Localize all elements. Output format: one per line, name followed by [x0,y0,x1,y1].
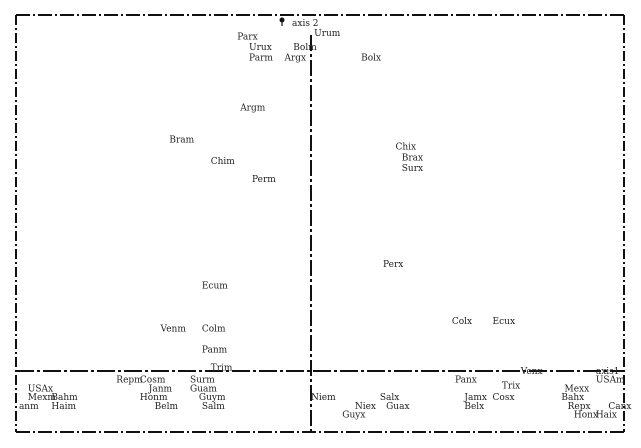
point-label: Colx [452,317,472,327]
point-label: Cosm [140,376,166,386]
point-label: Cosx [493,393,515,403]
point-label: Mexm [28,393,57,403]
point-label: Colm [202,324,226,334]
point-label: USAm [596,376,625,386]
point-label: Trim [211,363,233,373]
point-label: Perx [383,260,403,270]
point-label: Salx [380,393,400,403]
point-label: Urum [314,29,341,39]
point-label: Parx [237,32,257,42]
point-label: Repx [568,402,591,412]
point-label: Haix [596,411,617,421]
point-label: Mexx [565,384,590,394]
point-label: Surm [190,376,215,386]
point-label: Niem [311,393,336,403]
point-label: Venx [520,367,543,377]
point-label: Chix [396,143,417,153]
point-label: Panx [455,376,477,386]
point-label: Repm [116,376,143,386]
point-label: Bahx [561,393,584,403]
point-label: Belx [464,402,484,412]
point-label: Ecum [202,282,228,292]
point-label: Bahm [51,393,78,403]
point-label: Panm [202,346,228,356]
point-label: Janm [148,384,173,394]
point-label: Guam [190,384,217,394]
point-label: Urux [249,43,272,53]
point-label: Haim [51,402,76,412]
point-label: Bolx [361,54,381,64]
point-label: axis1 [596,367,620,377]
point-label: Salm [202,402,225,412]
chart-axes [16,17,624,432]
point-label: Guax [386,402,409,412]
point-label: Honm [140,393,168,403]
point-label: Bram [169,136,194,146]
point-label: anm [19,402,39,412]
point-label: Guyx [342,411,365,421]
plot-frame [15,14,625,433]
point-label: Perm [252,175,276,185]
point-label: Honx [574,411,598,421]
point-label: Niex [355,402,376,412]
y-axis-title: axis 2 [292,19,319,29]
point-label: Belm [155,402,179,412]
point-label: Guym [199,393,226,403]
point-label: Argm [239,104,266,114]
point-label: Jamx [463,393,487,403]
point-label: Argx [283,54,306,64]
point-label: Canx [608,402,631,412]
point-label: Surx [402,164,423,174]
point-label: Parm [249,54,273,64]
point-label: Venm [160,324,187,334]
point-label: Bolm [293,43,317,53]
point-label: Chim [211,157,236,167]
point-label: Trix [502,382,520,392]
point-label: Brax [402,153,423,163]
point-label: Ecux [493,317,515,327]
point-label: USAx [28,384,53,394]
